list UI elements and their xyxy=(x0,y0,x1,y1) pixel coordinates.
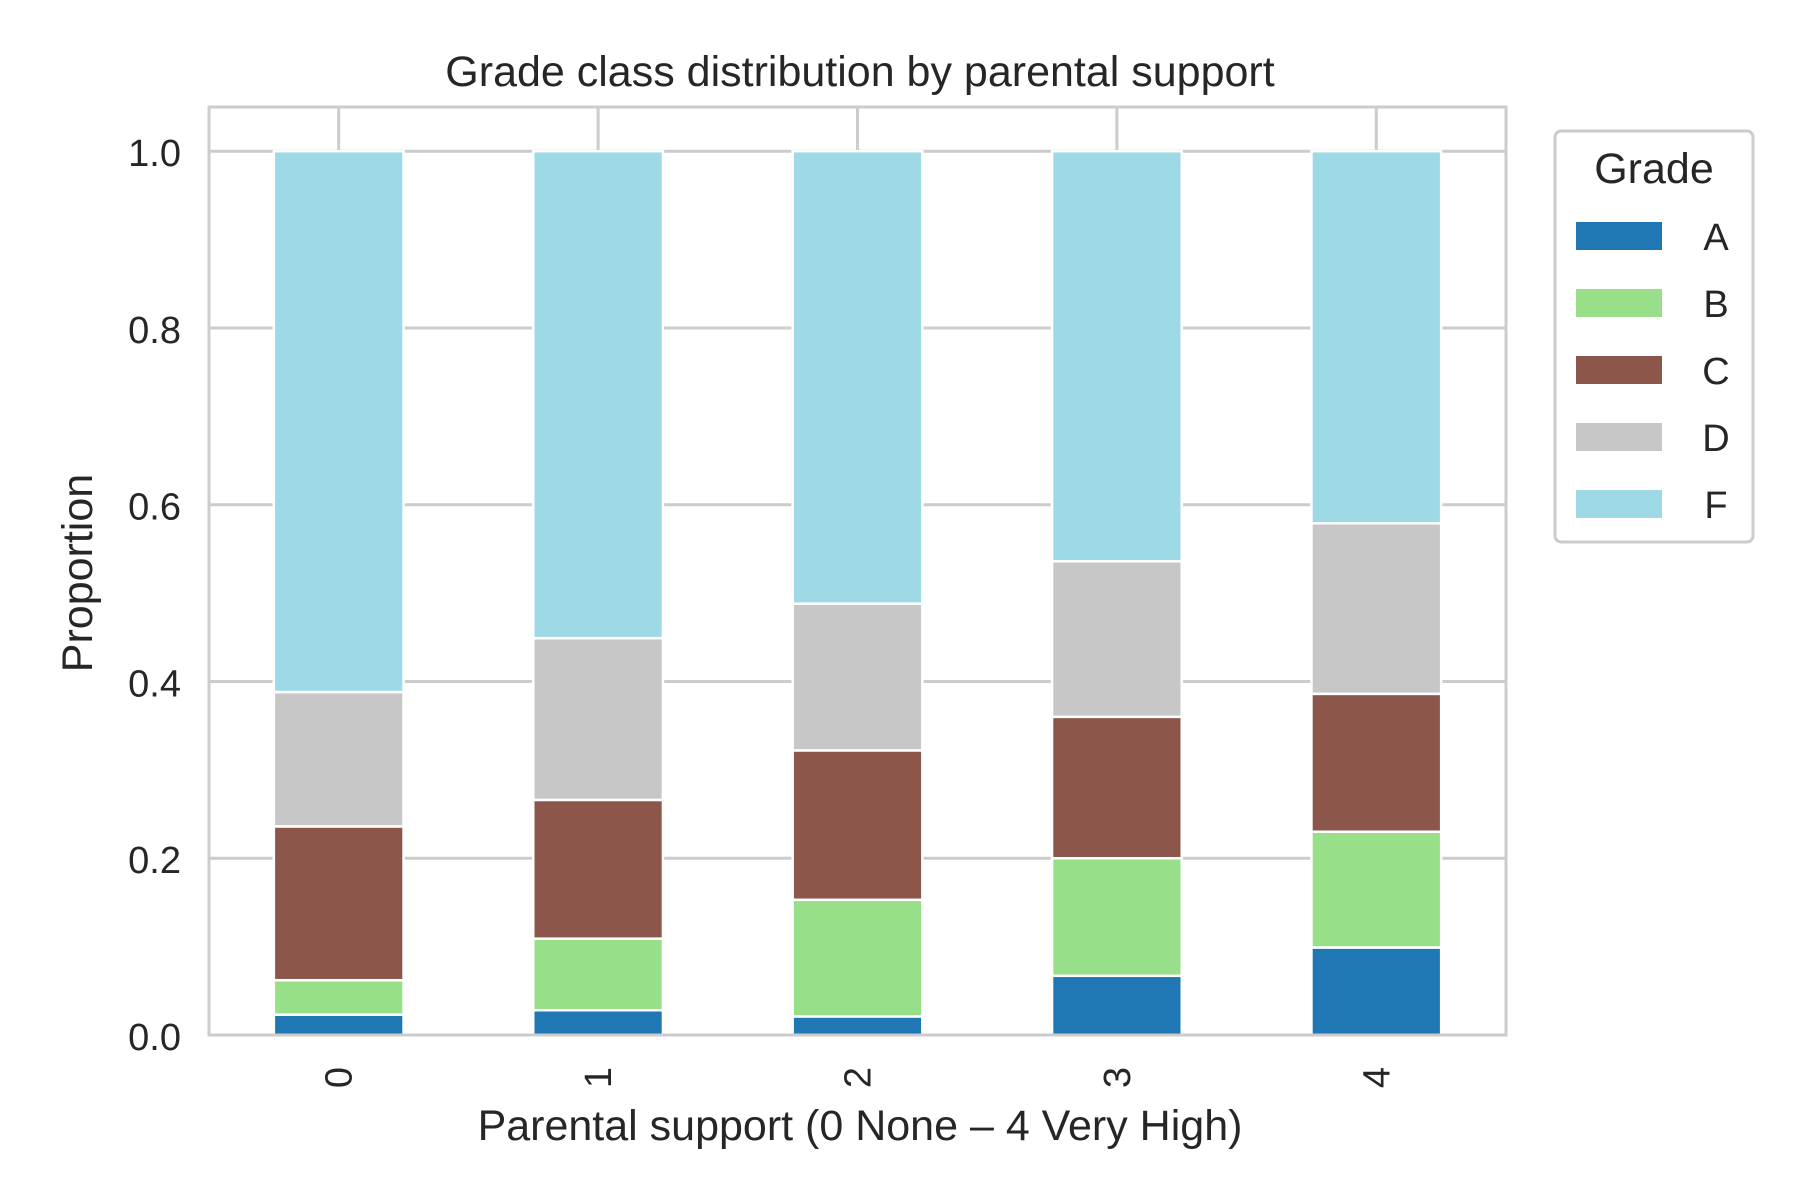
bar-segment-b-0 xyxy=(272,978,405,1016)
legend-label-d: D xyxy=(1702,418,1729,460)
legend-label-a: A xyxy=(1703,217,1729,259)
x-tick-label: 3 xyxy=(1097,1067,1139,1088)
bar-segment-d-1 xyxy=(532,636,665,802)
y-tick-label: 0.6 xyxy=(128,487,181,529)
bar-segment-d-3 xyxy=(1050,560,1184,719)
plot-frame xyxy=(207,105,1508,1037)
legend-swatch-c xyxy=(1576,356,1662,384)
bar-segment-f-3 xyxy=(1050,149,1184,563)
bar-segment-a-0 xyxy=(272,1013,405,1037)
y-tick-label: 0.2 xyxy=(128,840,181,882)
bar-segment-c-4 xyxy=(1310,692,1443,833)
legend-label-c: C xyxy=(1702,351,1729,393)
bar-segment-b-1 xyxy=(532,937,665,1012)
bar-segment-f-2 xyxy=(791,149,924,605)
bar-segment-b-4 xyxy=(1310,830,1443,949)
y-tick-label: 1.0 xyxy=(128,133,181,175)
legend-label-f: F xyxy=(1704,485,1727,527)
x-tick-label: 1 xyxy=(578,1067,620,1088)
bar-segment-d-2 xyxy=(791,602,924,752)
legend-swatch-b xyxy=(1576,289,1662,317)
bar-segment-c-2 xyxy=(791,749,924,902)
bar-segment-b-3 xyxy=(1050,856,1184,978)
x-axis-title: Parental support (0 None – 4 Very High) xyxy=(478,1102,1243,1150)
legend-swatch-f xyxy=(1576,490,1662,518)
bar-segment-a-2 xyxy=(791,1015,924,1037)
x-tick-label: 0 xyxy=(319,1067,361,1088)
legend-label-b: B xyxy=(1703,284,1728,326)
bar-segment-c-0 xyxy=(272,825,405,982)
bar-segment-b-2 xyxy=(791,898,924,1018)
bar-segment-f-0 xyxy=(272,149,405,694)
bar-segment-f-1 xyxy=(532,149,665,640)
y-tick-label: 0.4 xyxy=(128,663,181,705)
legend-swatch-a xyxy=(1576,222,1662,250)
bars xyxy=(272,149,1443,1037)
y-axis-title: Proportion xyxy=(54,474,102,672)
y-tick-label: 0.8 xyxy=(128,310,181,352)
x-tick-label: 2 xyxy=(838,1067,880,1088)
bar-segment-a-1 xyxy=(532,1009,665,1037)
bar-segment-a-4 xyxy=(1310,946,1443,1037)
y-axis-ticks: 0.0 0.2 0.4 0.6 0.8 1.0 xyxy=(128,133,181,1059)
bar-segment-f-4 xyxy=(1310,149,1443,525)
y-tick-label: 0.0 xyxy=(128,1017,181,1059)
x-axis-ticks: 0 1 2 3 4 xyxy=(319,1067,1399,1088)
plot-area: 0.0 0.2 0.4 0.6 0.8 1.0 0 1 2 3 4 xyxy=(128,105,1508,1088)
legend-title: Grade xyxy=(1594,145,1714,193)
bar-segment-d-4 xyxy=(1310,522,1443,696)
chart-title: Grade class distribution by parental sup… xyxy=(445,48,1274,96)
bar-segment-a-3 xyxy=(1050,974,1184,1037)
bar-segment-d-0 xyxy=(272,690,405,828)
bar-segment-c-1 xyxy=(532,798,665,940)
legend-swatch-d xyxy=(1576,423,1662,451)
bar-segment-c-3 xyxy=(1050,715,1184,860)
x-tick-label: 4 xyxy=(1356,1067,1398,1088)
